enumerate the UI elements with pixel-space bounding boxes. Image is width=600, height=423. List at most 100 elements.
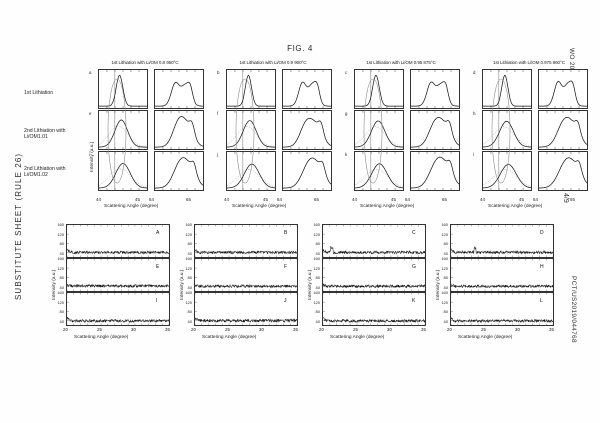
upper-cell-high-angle [410,110,460,150]
lower-y-tick: 80 [187,309,192,315]
upper-cell-low-angle [98,151,148,191]
lower-y-tick: 80 [315,309,320,315]
lower-y-tick: 160 [313,290,320,295]
lower-y-tick: 40 [315,319,320,325]
lower-y-tick: 120 [185,299,192,305]
x-tick-low-end: 45 [135,197,140,202]
upper-group-title: 1st Lithiation with Li/OM 0.9 900°C [239,60,307,65]
upper-cell-high-angle [538,69,588,109]
upper-cell-low-angle [226,110,276,150]
lower-cell-g [322,258,426,292]
x-tick-low-start: 44 [224,197,229,202]
x-tick-high-start: 64 [149,197,154,202]
lower-y-tick: 160 [441,222,448,227]
panel-letter: l [473,152,474,157]
lower-y-tick: 160 [441,290,448,295]
figure-label: FIG. 4 [287,44,313,53]
upper-cell-high-angle [154,110,204,150]
lower-y-tick: 120 [441,231,448,237]
lower-group-3: D 160 120 80 40 H 160 120 80 40 L 160 120 80 40 20 25 30 3… [430,222,554,352]
lower-y-tick: 40 [443,251,448,257]
upper-cell-high-angle [282,110,332,150]
upper-cell-high-angle [410,69,460,109]
lower-x-axis-title: Scattering Angle (degree) [458,335,513,340]
lower-panel-letter: A [156,230,160,236]
lower-x-tick: 35 [421,327,426,332]
upper-cell-high-angle [154,69,204,109]
lower-y-tick: 160 [57,222,64,227]
lower-x-tick: 25 [225,327,230,332]
lower-y-tick: 80 [187,241,192,247]
upper-group-title: 1st Lithiation with Li/OM 0.975 860°C [493,60,565,65]
panel-letter: h [473,111,476,116]
lower-x-tick: 30 [387,327,392,332]
lower-y-tick: 40 [59,285,64,291]
lower-panel-letter: H [540,264,544,270]
lower-panel-stack: A 160 120 80 40 E 160 120 80 40 I 160 120 80 40 [57,222,170,326]
upper-group-0: 1st Lithiation with Li/OM 0.8 950°C a e … [86,60,204,212]
upper-group-2: 1st Lithiation with Li/OM 0.95 875°C c g… [342,60,460,212]
upper-cell-low-angle [98,69,148,109]
lower-x-tick: 30 [131,327,136,332]
lower-y-tick: 40 [443,285,448,291]
upper-cell-low-angle [226,151,276,191]
lower-y-tick: 40 [59,251,64,257]
upper-group-1: 1st Lithiation with Li/OM 0.9 900°C b f … [214,60,332,212]
lower-x-tick: 25 [353,327,358,332]
lower-y-tick: 160 [441,256,448,261]
upper-x-axis-title: Scattering Angle (degree) [488,204,543,209]
upper-chart-block: 1st Lithiation 2nd Lithiation with Li/OM… [24,60,588,212]
lower-cell-e [66,258,170,292]
upper-cell-low-angle [354,151,404,191]
lower-panel-letter: J [284,298,287,304]
lower-x-tick: 25 [97,327,102,332]
lower-panel-letter: G [412,264,416,270]
lower-group-2: C 160 120 80 40 G 160 120 80 40 K 160 120 80 40 20 25 30 3… [302,222,426,352]
lower-y-axis-title: Intensity (a.u.) [52,269,57,300]
lower-y-tick: 120 [57,265,64,271]
x-tick-low-end: 45 [519,197,524,202]
lower-y-tick: 160 [57,290,64,295]
row-label-second-lithiation-102: 2nd Lithiation with Li/OM1.02 [24,166,66,179]
row-label-first-lithiation: 1st Lithiation [24,90,54,96]
lower-y-tick: 80 [315,241,320,247]
lower-y-tick: 80 [443,309,448,315]
x-tick-high-end: 65 [570,197,575,202]
lower-y-tick: 80 [59,241,64,247]
lower-panel-letter: E [156,264,160,270]
x-tick-low-end: 45 [391,197,396,202]
lower-group-1: B 160 120 80 40 F 160 120 80 40 J 160 120 80 40 20 25 30 3… [174,222,298,352]
upper-cell-low-angle [482,69,532,109]
lower-y-tick: 160 [313,256,320,261]
lower-cell-c [322,224,426,258]
lower-y-tick: 120 [441,299,448,305]
lower-y-tick: 40 [315,251,320,257]
lower-x-axis-title: Scattering Angle (degree) [202,335,257,340]
lower-y-tick: 40 [59,319,64,325]
upper-cell-low-angle [354,110,404,150]
lower-x-tick: 35 [165,327,170,332]
lower-y-tick: 160 [185,222,192,227]
panel-letter: b [217,70,220,75]
lower-y-tick: 160 [57,256,64,261]
lower-panel-letter: B [284,230,288,236]
upper-cell-high-angle [282,69,332,109]
lower-y-tick: 120 [185,231,192,237]
panel-letter: j [217,152,218,157]
lower-y-tick: 40 [187,285,192,291]
lower-panel-letter: F [284,264,288,270]
upper-group-title: 1st Lithiation with Li/OM 0.95 875°C [366,60,436,65]
x-tick-high-start: 64 [277,197,282,202]
lower-x-axis-title: Scattering Angle (degree) [74,335,129,340]
panel-letter: i [89,152,90,157]
lower-x-tick: 25 [481,327,486,332]
x-tick-low-start: 44 [96,197,101,202]
lower-y-tick: 80 [443,275,448,281]
upper-x-axis-title: Scattering Angle (degree) [232,204,287,209]
lower-cell-j [194,292,298,326]
lower-cell-b [194,224,298,258]
upper-cell-high-angle [282,151,332,191]
panel-letter: c [345,70,348,75]
lower-x-tick: 20 [191,327,196,332]
